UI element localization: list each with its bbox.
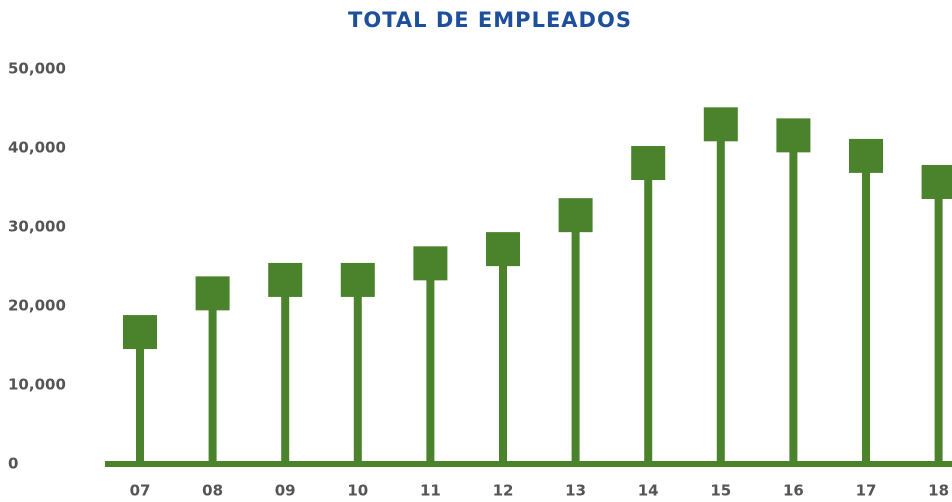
marker — [776, 118, 811, 153]
marker — [413, 246, 448, 281]
y-tick-label: 40,000 — [8, 139, 66, 157]
marker — [921, 164, 952, 199]
x-tick-label: 12 — [493, 482, 514, 500]
y-tick-label: 20,000 — [8, 297, 66, 315]
marker — [849, 138, 883, 173]
x-tick-label: 07 — [130, 482, 151, 500]
marker — [631, 146, 666, 181]
y-tick-label: 30,000 — [8, 218, 66, 236]
x-tick-label: 16 — [783, 482, 804, 500]
marker — [558, 198, 593, 233]
marker — [340, 262, 375, 297]
marker — [195, 276, 230, 311]
y-tick-label: 10,000 — [8, 376, 66, 394]
marker — [486, 232, 520, 267]
x-tick-label: 11 — [420, 482, 441, 500]
x-tick-label: 15 — [710, 482, 731, 500]
x-tick-label: 18 — [928, 482, 949, 500]
marker — [703, 107, 738, 142]
marker — [268, 262, 303, 297]
x-tick-label: 08 — [202, 482, 223, 500]
marker — [123, 315, 157, 350]
chart-title: TOTAL DE EMPLEADOS — [348, 8, 632, 32]
x-tick-label: 09 — [275, 482, 296, 500]
x-tick-label: 17 — [856, 482, 877, 500]
x-tick-label: 13 — [565, 482, 586, 500]
x-tick-label: 10 — [347, 482, 368, 500]
x-tick-label: 14 — [638, 482, 659, 500]
y-tick-label: 50,000 — [8, 60, 66, 78]
y-tick-label: 0 — [8, 455, 18, 473]
